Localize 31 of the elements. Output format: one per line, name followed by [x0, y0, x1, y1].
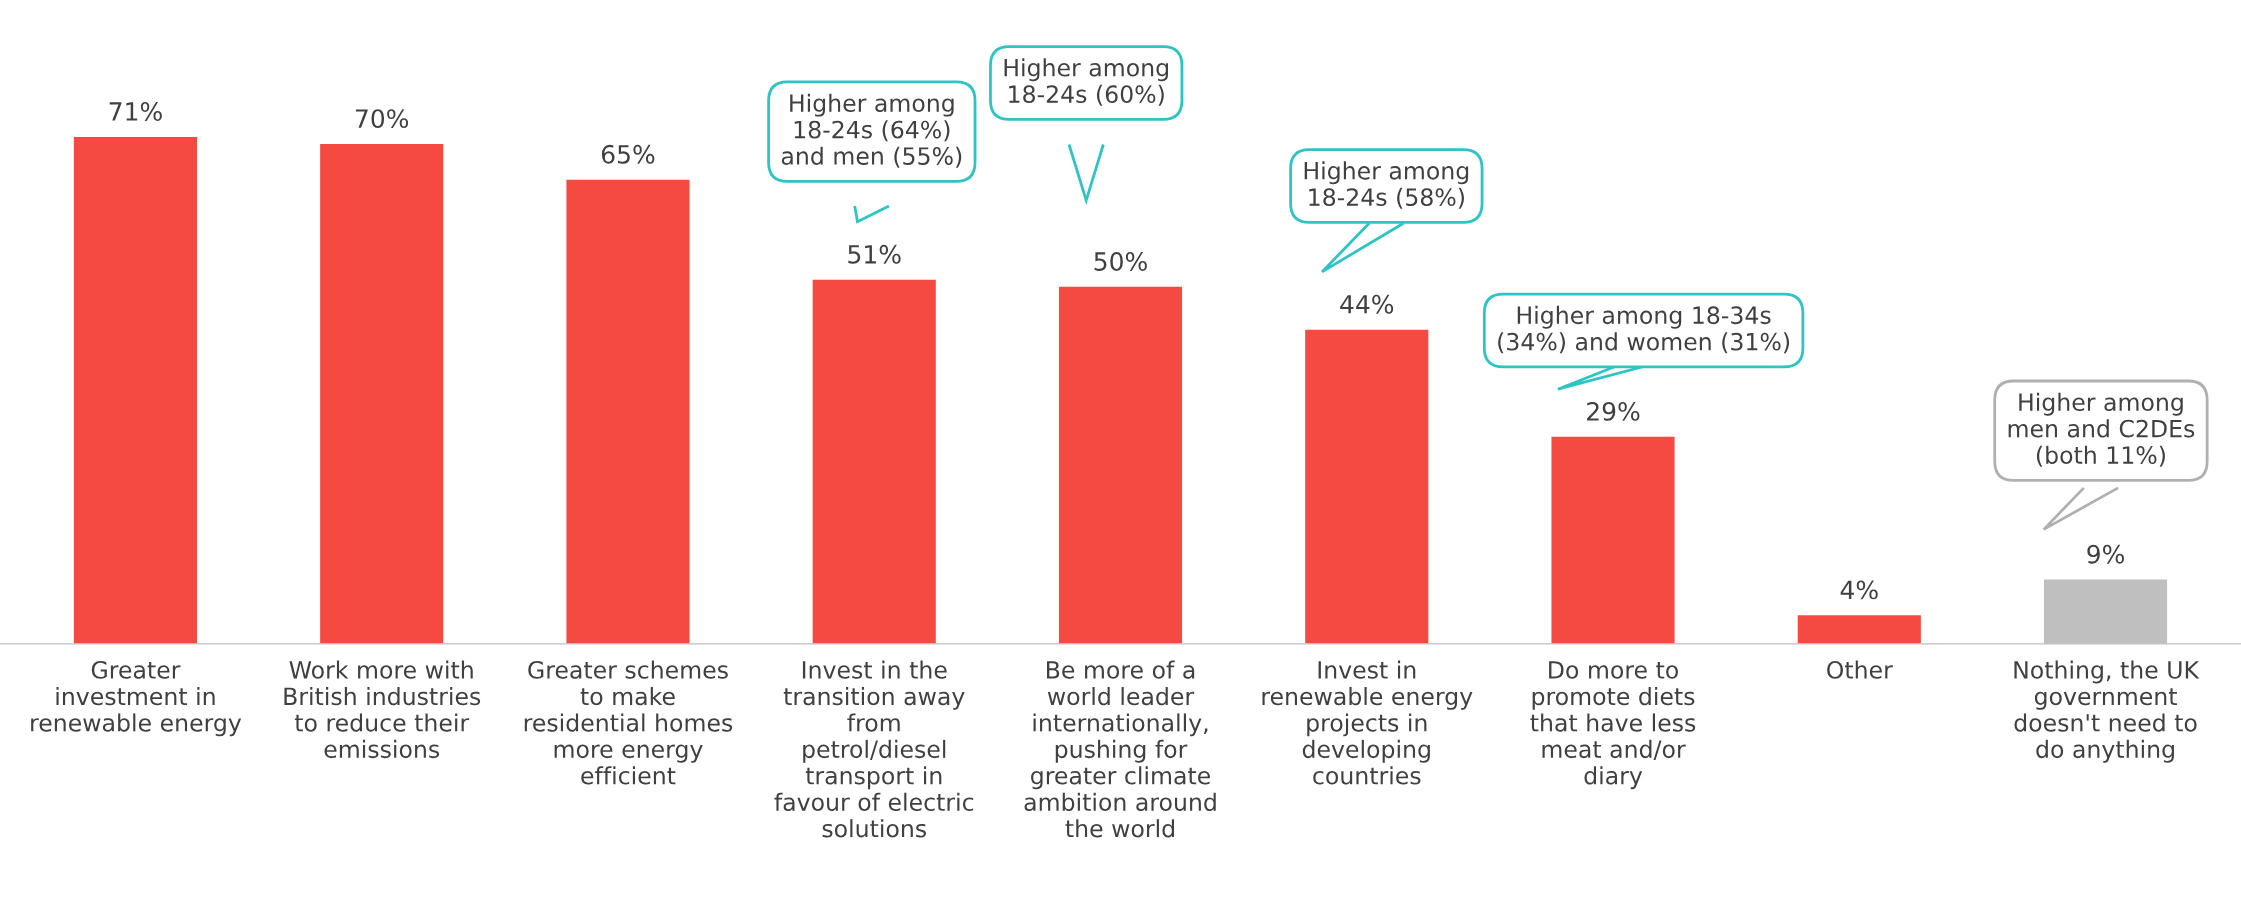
- bar: [1058, 286, 1183, 644]
- data-label: 29%: [1587, 401, 1640, 421]
- annotation: Higher among 18-34s (34%) and women (31%): [1498, 305, 1790, 354]
- bar: [812, 279, 936, 644]
- x-tick-label: Greater schemes to make residential homes more energy efficient: [524, 660, 733, 785]
- data-label: 65%: [601, 144, 655, 164]
- bar: [320, 144, 444, 644]
- x-tick-label: Do more to promote diets that have less meat and/or diary: [1530, 661, 1696, 790]
- x-tick-label: Invest in the transition away from petrol/diesel transport in favour of electric solutions: [774, 660, 974, 838]
- bar: [73, 136, 198, 644]
- bar: [1797, 615, 1921, 644]
- data-label: 4%: [1840, 580, 1878, 600]
- annotation: Higher among men and C2DEs (both 11%): [2008, 392, 2195, 467]
- data-label: 71%: [109, 102, 162, 121]
- bar: [566, 179, 690, 644]
- x-tick-label: Greater investment in renewable energy: [31, 660, 242, 737]
- x-tick-label: Nothing, the UK government doesn't need to do anything: [2014, 660, 2200, 763]
- x-tick-label: Invest in renewable energy projects in developing countries: [1262, 660, 1473, 785]
- annotation: Higher among 18-24s (64%) and men (55%): [781, 93, 962, 168]
- text: Higher among 18-24s (60%): [1004, 58, 1168, 106]
- x-tick-label: Be more of a world leader internationally, pushing for greater climate ambition around the world: [1024, 660, 1216, 838]
- data-label: 9%: [2087, 544, 2125, 564]
- data-label: 50%: [1094, 251, 1147, 271]
- data-label: 70%: [355, 109, 409, 129]
- annotation: Higher among 18-24s (58%): [1304, 161, 1469, 209]
- data-label: 51%: [848, 244, 901, 264]
- x-tick-label: Work more with British industries to reduce their emissions: [284, 660, 481, 759]
- data-label: 44%: [1340, 294, 1394, 314]
- bar: [1551, 436, 1675, 644]
- x-tick-label: Other: [1827, 660, 1893, 679]
- bar: [1305, 329, 1429, 644]
